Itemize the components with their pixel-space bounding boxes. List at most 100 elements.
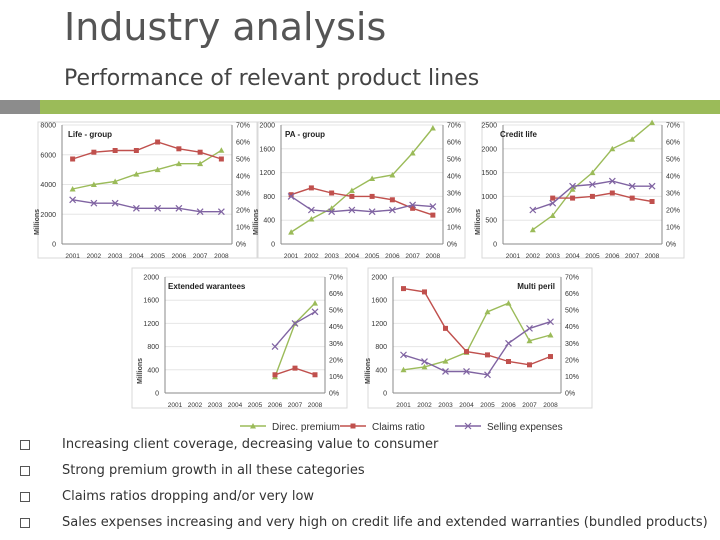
x-tick-label: 2006	[385, 253, 400, 260]
y2-tick-label: 40%	[565, 324, 579, 331]
series-line	[290, 195, 433, 213]
bullet-box-icon	[20, 492, 30, 502]
y2-tick-label: 40%	[666, 174, 680, 181]
data-point	[442, 368, 449, 375]
data-point	[389, 171, 396, 178]
x-tick-label: 2005	[248, 402, 263, 409]
data-point	[90, 181, 97, 187]
x-tick-label: 2004	[459, 402, 474, 409]
data-point	[175, 204, 183, 212]
y-tick-label: 1200	[259, 170, 275, 177]
y-tick-label: 800	[147, 344, 159, 351]
y2-tick-label: 10%	[447, 225, 461, 232]
x-tick-label: 2005	[585, 253, 600, 260]
data-point	[291, 319, 299, 327]
data-point	[287, 192, 295, 200]
y2-tick-label: 70%	[447, 123, 461, 130]
data-point	[197, 160, 204, 167]
x-tick-label: 2004	[228, 402, 243, 409]
y-tick-label: 2000	[259, 123, 275, 130]
x-tick-label: 2003	[108, 253, 123, 260]
y2-tick-label: 0%	[565, 391, 575, 398]
x-tick-label: 2007	[405, 253, 420, 260]
data-point	[91, 149, 97, 155]
x-tick-label: 2003	[545, 253, 560, 260]
y2-tick-label: 60%	[447, 140, 461, 147]
data-point	[429, 124, 436, 131]
y-axis-label: Millions	[34, 209, 41, 235]
data-point	[308, 185, 314, 191]
data-point	[369, 175, 376, 182]
legend-marker	[350, 423, 356, 429]
y-tick-label: 0	[155, 391, 159, 398]
data-point	[69, 196, 77, 204]
y2-tick-label: 0%	[447, 242, 457, 249]
y-tick-label: 0	[383, 391, 387, 398]
y-tick-label: 6000	[40, 152, 56, 159]
bullet-box-icon	[20, 440, 30, 450]
y-tick-label: 2000	[143, 275, 159, 282]
series-line	[403, 287, 551, 366]
y-tick-label: 1500	[481, 170, 497, 177]
data-point	[421, 358, 428, 365]
data-point	[526, 337, 533, 344]
bullet-box-icon	[20, 466, 30, 476]
data-point	[369, 193, 375, 199]
y-tick-label: 800	[263, 194, 275, 201]
data-point	[133, 171, 140, 177]
legend-label: Direc. premium	[272, 422, 340, 433]
series-line	[72, 199, 222, 213]
y-tick-label: 1200	[371, 321, 387, 328]
y2-tick-label: 30%	[236, 191, 250, 198]
y-tick-label: 1600	[371, 298, 387, 305]
y2-tick-label: 20%	[329, 357, 343, 364]
y2-tick-label: 10%	[329, 374, 343, 381]
chart-title: Extended warantees	[168, 282, 246, 291]
data-point	[443, 325, 448, 331]
x-tick-label: 2004	[565, 253, 580, 260]
series-line	[403, 321, 551, 376]
legend-label: Claims ratio	[372, 422, 425, 433]
y2-tick-label: 70%	[329, 275, 343, 282]
data-point	[69, 185, 76, 192]
x-tick-label: 2008	[543, 402, 558, 409]
y2-tick-label: 60%	[236, 140, 250, 147]
y2-tick-label: 70%	[565, 275, 579, 282]
series-line	[274, 311, 316, 348]
accent-bar	[0, 100, 720, 114]
data-point	[589, 193, 595, 199]
y2-tick-label: 20%	[447, 208, 461, 215]
x-tick-label: 2002	[87, 253, 102, 260]
data-point	[349, 193, 355, 199]
data-point	[608, 177, 616, 185]
data-point	[197, 149, 203, 155]
data-point	[569, 182, 576, 190]
data-point	[505, 339, 512, 347]
y-tick-label: 500	[485, 218, 497, 225]
x-tick-label: 2007	[522, 402, 537, 409]
chart-frame	[37, 121, 259, 259]
data-point	[484, 371, 491, 379]
x-tick-label: 2005	[480, 402, 495, 409]
data-point	[311, 308, 319, 316]
x-tick-label: 2002	[304, 253, 319, 260]
y-axis-label: Millions	[137, 358, 144, 384]
y2-tick-label: 0%	[329, 391, 339, 398]
x-tick-label: 2002	[526, 253, 541, 260]
data-point	[400, 366, 407, 373]
y2-tick-label: 20%	[236, 208, 250, 215]
data-point	[70, 156, 76, 162]
data-point	[409, 149, 416, 156]
data-point	[463, 368, 470, 375]
series-line	[532, 122, 653, 231]
y-tick-label: 1600	[143, 298, 159, 305]
y2-tick-label: 50%	[447, 157, 461, 164]
accent-mark	[0, 100, 40, 114]
data-point	[464, 349, 469, 355]
data-point	[485, 352, 490, 358]
y-axis-label: Millions	[253, 209, 260, 235]
data-point	[549, 212, 556, 218]
data-point	[430, 212, 436, 218]
data-point	[288, 229, 295, 235]
data-point	[628, 182, 636, 190]
